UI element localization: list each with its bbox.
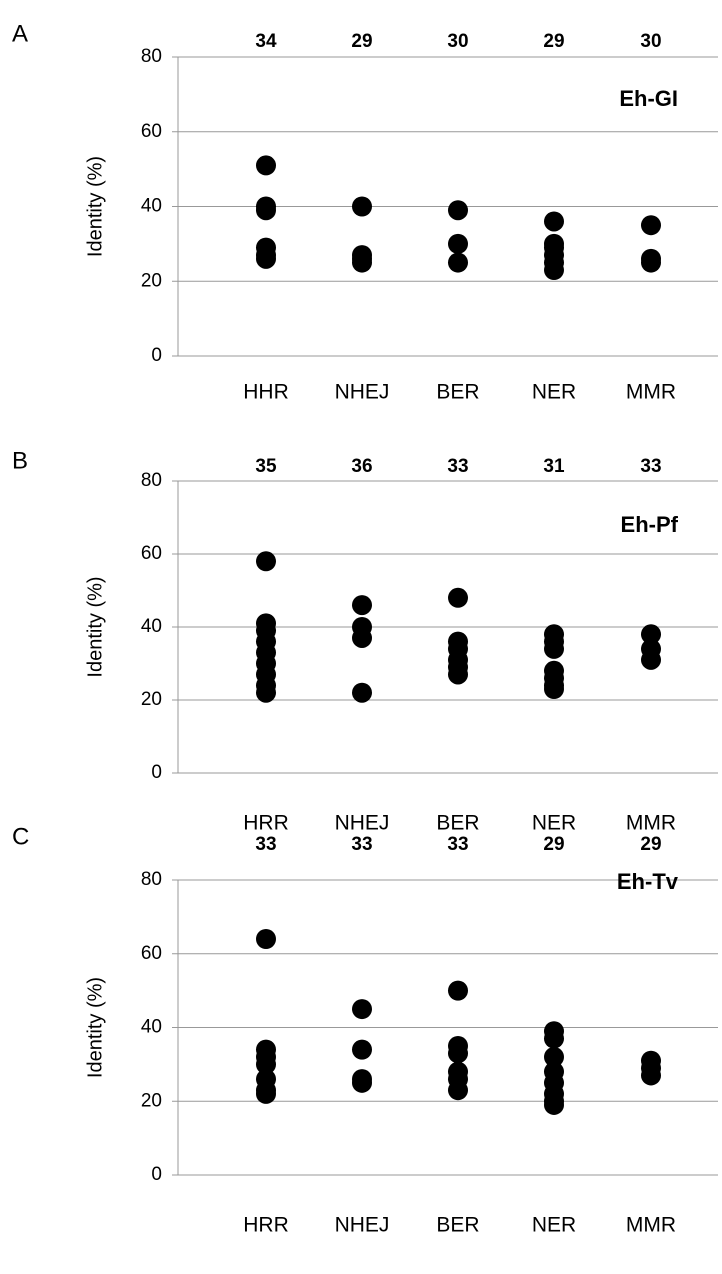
dot [352,627,372,648]
y-tick-label: 80 [141,869,162,890]
dot [352,999,372,1020]
count-label: 29 [543,834,564,855]
dot [544,1094,564,1115]
dot [544,679,564,700]
y-axis-label: Identity (%) [84,156,106,257]
count-label: 33 [351,834,372,855]
dot [641,649,661,670]
inset-label: Eh-GI [619,86,678,111]
dot [448,252,468,273]
dot [448,1080,468,1101]
count-label: 33 [255,834,276,855]
dot [256,682,276,703]
dot [544,260,564,281]
count-label: 29 [351,31,372,52]
x-tick-label: NHEJ [335,381,390,404]
y-tick-label: 40 [141,1017,162,1038]
y-tick-label: 60 [141,943,162,964]
count-label: 29 [640,834,661,855]
y-tick-label: 0 [151,345,162,366]
count-label: 33 [447,456,468,477]
count-label: 30 [640,31,661,52]
count-label: 30 [447,31,468,52]
dot [256,200,276,221]
dot [352,595,372,616]
inset-label: Eh-Pf [621,512,679,537]
x-tick-label: HRR [243,1214,289,1237]
y-tick-label: 20 [141,1090,162,1111]
dot [448,664,468,685]
y-tick-label: 0 [151,762,162,783]
y-axis-label: Identity (%) [84,576,106,677]
dot [352,1039,372,1060]
dot [256,155,276,176]
inset-label: Eh-Tv [617,869,679,894]
y-tick-label: 20 [141,270,162,291]
count-label: 35 [255,456,277,477]
x-tick-label: NER [532,812,576,835]
dot [641,252,661,273]
dot [641,624,661,645]
panel-label: B [12,447,28,474]
y-tick-label: 40 [141,616,162,637]
y-axis-label: Identity (%) [84,977,106,1078]
x-tick-label: NER [532,1214,576,1237]
dot [352,196,372,217]
dot [448,200,468,221]
dot [544,1028,564,1049]
panel-label: A [12,20,28,47]
dot [352,1072,372,1093]
x-tick-label: NHEJ [335,1214,390,1237]
x-tick-label: BER [436,1214,479,1237]
count-label: 34 [255,31,277,52]
count-label: 33 [640,456,661,477]
x-tick-label: MMR [626,812,676,835]
dot [256,929,276,949]
y-tick-label: 80 [141,470,162,491]
dot [352,252,372,273]
y-tick-label: 60 [141,543,162,564]
y-tick-label: 20 [141,689,162,710]
dot [544,638,564,659]
dot [448,1043,468,1064]
count-label: 31 [543,456,565,477]
dot [641,215,661,236]
x-tick-label: BER [436,381,479,404]
dot [256,551,276,572]
x-tick-label: NHEJ [335,812,390,835]
y-tick-label: 40 [141,196,162,217]
panel-label: C [12,823,29,850]
dot [641,1065,661,1086]
y-tick-label: 80 [141,46,162,67]
y-tick-label: 0 [151,1164,162,1185]
dot [544,211,564,232]
count-label: 29 [543,31,564,52]
dot [352,682,372,703]
count-label: 33 [447,834,468,855]
x-tick-label: HRR [243,812,289,835]
x-tick-label: MMR [626,381,676,404]
dot [256,1083,276,1104]
dot [448,233,468,254]
dot [448,980,468,1001]
y-tick-label: 60 [141,121,162,142]
dot [544,1047,564,1067]
x-tick-label: NER [532,381,576,404]
dot [256,1054,276,1075]
count-label: 36 [351,456,372,477]
x-tick-label: HHR [243,381,289,404]
dot [448,587,468,608]
x-tick-label: BER [436,812,479,835]
x-tick-label: MMR [626,1214,676,1237]
dot [256,248,276,269]
